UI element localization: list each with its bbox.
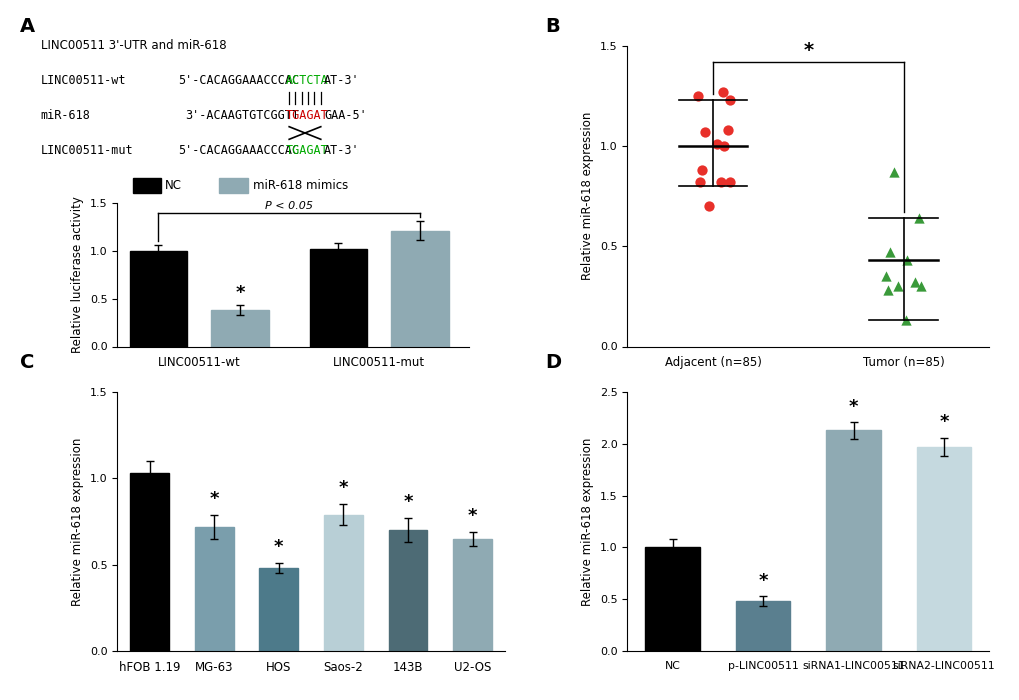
Text: D: D	[545, 354, 561, 372]
Bar	[916, 447, 970, 651]
Point	[693, 164, 709, 176]
Text: *: *	[403, 493, 413, 511]
Text: *: *	[803, 41, 812, 60]
Text: GAA-5': GAA-5'	[324, 109, 367, 122]
Text: B: B	[545, 18, 559, 36]
Y-axis label: Relative miR-618 expression: Relative miR-618 expression	[71, 438, 85, 606]
Text: 5'-CACAGGAAACCCAC: 5'-CACAGGAAACCCAC	[178, 144, 300, 157]
Text: *: *	[235, 284, 245, 302]
Point	[697, 126, 713, 137]
Bar	[391, 231, 448, 346]
Bar	[324, 514, 363, 651]
Text: NC: NC	[165, 179, 182, 192]
Text: ACTCTA: ACTCTA	[285, 74, 328, 87]
Point	[689, 90, 705, 101]
Point	[879, 285, 896, 296]
Point	[721, 176, 738, 188]
Point	[715, 140, 732, 151]
Bar	[310, 249, 367, 346]
Point	[881, 246, 898, 258]
Text: *: *	[274, 538, 283, 556]
Bar	[825, 430, 880, 651]
Text: *: *	[209, 490, 219, 507]
Point	[877, 271, 894, 282]
Point	[700, 200, 716, 211]
Point	[886, 167, 902, 178]
Point	[691, 176, 707, 188]
Text: LINC00511 3'-UTR and miR-618: LINC00511 3'-UTR and miR-618	[41, 39, 226, 52]
Y-axis label: Relative miR-618 expression: Relative miR-618 expression	[581, 112, 594, 280]
Bar	[130, 473, 169, 651]
Text: *: *	[848, 398, 858, 416]
Point	[721, 94, 738, 105]
Text: 3'-ACAAGTGTCGGTT: 3'-ACAAGTGTCGGTT	[184, 109, 299, 122]
Bar	[645, 547, 699, 651]
Y-axis label: Relative luciferase activity: Relative luciferase activity	[71, 196, 85, 354]
Text: *: *	[338, 480, 347, 497]
Point	[906, 276, 922, 288]
Text: C: C	[20, 354, 35, 372]
Text: P < 0.05: P < 0.05	[265, 201, 313, 211]
Point	[889, 281, 905, 292]
Point	[899, 255, 915, 266]
Text: TGAGAT: TGAGAT	[285, 144, 328, 157]
Point	[708, 138, 725, 149]
Text: miR-618: miR-618	[41, 109, 91, 122]
Text: *: *	[757, 572, 767, 590]
Point	[712, 176, 729, 188]
Text: 5'-CACAGGAAACCCAC: 5'-CACAGGAAACCCAC	[178, 74, 300, 87]
Bar	[736, 601, 790, 651]
Bar	[129, 251, 186, 346]
Text: LINC00511-wt: LINC00511-wt	[41, 74, 126, 87]
Text: *: *	[468, 507, 477, 525]
Bar	[452, 539, 491, 651]
Text: AT-3': AT-3'	[324, 74, 360, 87]
Bar	[259, 568, 298, 651]
Point	[897, 315, 913, 326]
Text: *: *	[938, 414, 948, 431]
Bar	[211, 310, 268, 346]
Text: LINC00511-mut: LINC00511-mut	[41, 144, 133, 157]
Text: A: A	[20, 18, 36, 36]
Point	[912, 281, 928, 292]
Point	[719, 124, 736, 135]
Point	[713, 86, 730, 97]
Point	[910, 213, 926, 224]
Bar	[195, 526, 233, 651]
Text: TGAGAT: TGAGAT	[285, 109, 328, 122]
Text: AT-3': AT-3'	[324, 144, 360, 157]
Bar	[388, 530, 427, 651]
Y-axis label: Relative miR-618 expression: Relative miR-618 expression	[581, 438, 594, 606]
Text: miR-618 mimics: miR-618 mimics	[253, 179, 347, 192]
